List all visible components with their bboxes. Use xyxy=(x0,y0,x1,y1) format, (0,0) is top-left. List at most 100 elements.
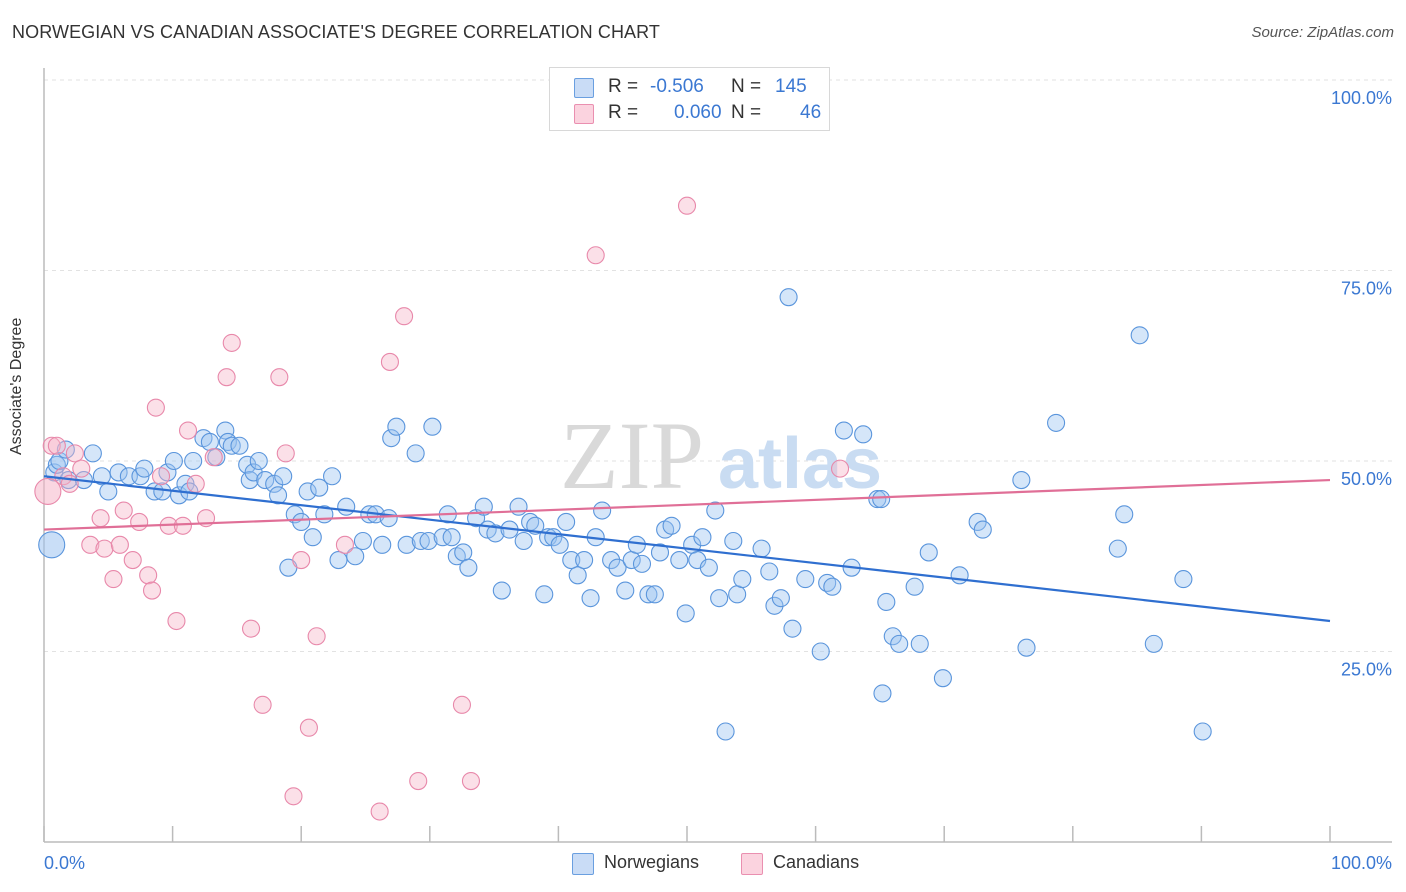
data-point xyxy=(329,551,348,570)
data-point xyxy=(284,787,303,806)
data-point xyxy=(99,482,118,501)
data-point xyxy=(274,467,293,486)
data-point xyxy=(395,307,414,326)
data-point xyxy=(276,444,295,463)
canadians-swatch xyxy=(574,104,594,124)
data-point xyxy=(164,451,183,471)
data-point xyxy=(1047,413,1066,432)
gridlines xyxy=(44,79,1392,652)
data-point xyxy=(353,531,372,551)
data-point xyxy=(586,246,605,265)
data-point xyxy=(452,695,472,714)
data-point xyxy=(562,551,581,570)
data-point xyxy=(854,425,873,444)
data-point xyxy=(56,440,75,459)
data-point xyxy=(173,516,192,535)
data-point xyxy=(167,611,186,631)
data-point xyxy=(1012,470,1031,490)
data-point xyxy=(379,509,398,528)
data-point xyxy=(380,352,399,371)
watermark-zip: ZIP xyxy=(560,402,704,509)
n-value: 145 xyxy=(775,76,807,97)
norwegians-legend-label: Norwegians xyxy=(604,852,700,872)
data-point xyxy=(1115,505,1134,524)
data-point xyxy=(811,642,830,661)
data-point xyxy=(269,486,288,505)
data-point xyxy=(728,585,747,604)
data-point xyxy=(890,634,909,653)
data-point xyxy=(486,524,505,543)
data-point xyxy=(217,368,236,387)
data-point xyxy=(186,474,205,493)
x-tick-label-min: 0.0% xyxy=(44,853,85,873)
data-point xyxy=(151,467,171,486)
data-point xyxy=(337,497,356,516)
x-tick-label-max: 100.0% xyxy=(1331,853,1392,873)
data-point xyxy=(1130,326,1149,345)
data-point xyxy=(535,585,554,604)
data-point xyxy=(91,509,110,528)
data-point xyxy=(222,333,241,352)
data-point xyxy=(872,490,891,509)
trend-lines xyxy=(43,475,1331,623)
trend-line-norwegians xyxy=(43,475,1331,623)
r-label: R = xyxy=(608,102,639,123)
data-point xyxy=(593,501,612,520)
n-value: 46 xyxy=(800,102,822,123)
data-point xyxy=(973,520,992,539)
data-point xyxy=(54,467,73,486)
data-point xyxy=(706,501,725,520)
data-point xyxy=(397,535,416,554)
data-point xyxy=(662,516,681,535)
data-point xyxy=(130,512,149,532)
r-value: -0.506 xyxy=(650,76,704,97)
data-point xyxy=(677,196,697,215)
data-point xyxy=(47,436,66,455)
data-point xyxy=(307,627,326,646)
data-point xyxy=(95,539,114,558)
data-point xyxy=(873,684,892,703)
data-point xyxy=(104,570,123,589)
y-axis-label: Associate's Degree xyxy=(8,317,25,455)
data-point xyxy=(123,551,142,570)
data-point xyxy=(423,417,442,436)
source-credit: Source: ZipAtlas.com xyxy=(1251,24,1394,41)
data-point xyxy=(771,589,790,608)
data-point xyxy=(110,535,129,554)
data-point xyxy=(868,490,887,509)
data-point xyxy=(608,558,627,577)
axes xyxy=(43,68,1392,843)
data-point xyxy=(285,505,304,524)
data-point xyxy=(382,429,401,448)
data-point xyxy=(184,451,203,471)
data-point xyxy=(639,585,658,604)
data-point xyxy=(733,570,752,589)
n-label: N = xyxy=(731,76,762,97)
data-point xyxy=(178,421,198,440)
data-point xyxy=(823,577,842,596)
data-point xyxy=(298,482,317,501)
data-point xyxy=(249,451,268,471)
y-tick-label: 100.0% xyxy=(1331,88,1392,108)
data-point xyxy=(933,669,952,688)
watermark: ZIP atlas xyxy=(560,402,882,509)
canadians-legend-swatch xyxy=(741,853,763,875)
tick-labels: 100.0% 75.0% 50.0% 25.0% 0.0% 100.0% xyxy=(44,88,1392,873)
data-point xyxy=(216,421,235,440)
data-point xyxy=(241,619,261,638)
stats-legend: R = -0.506 N = 145 R = 0.060 N = 46 xyxy=(549,67,830,131)
data-point xyxy=(568,566,587,585)
data-point xyxy=(92,467,111,486)
data-point xyxy=(509,497,528,516)
data-point xyxy=(632,554,652,573)
data-point xyxy=(65,444,84,463)
y-tick-label: 25.0% xyxy=(1341,660,1392,680)
data-point xyxy=(230,436,249,455)
data-point xyxy=(411,531,430,551)
data-point xyxy=(461,771,481,791)
data-point xyxy=(346,547,365,566)
data-point xyxy=(760,562,779,581)
y-tick-label: 75.0% xyxy=(1341,279,1392,299)
data-point xyxy=(50,451,69,471)
data-point xyxy=(42,436,61,455)
